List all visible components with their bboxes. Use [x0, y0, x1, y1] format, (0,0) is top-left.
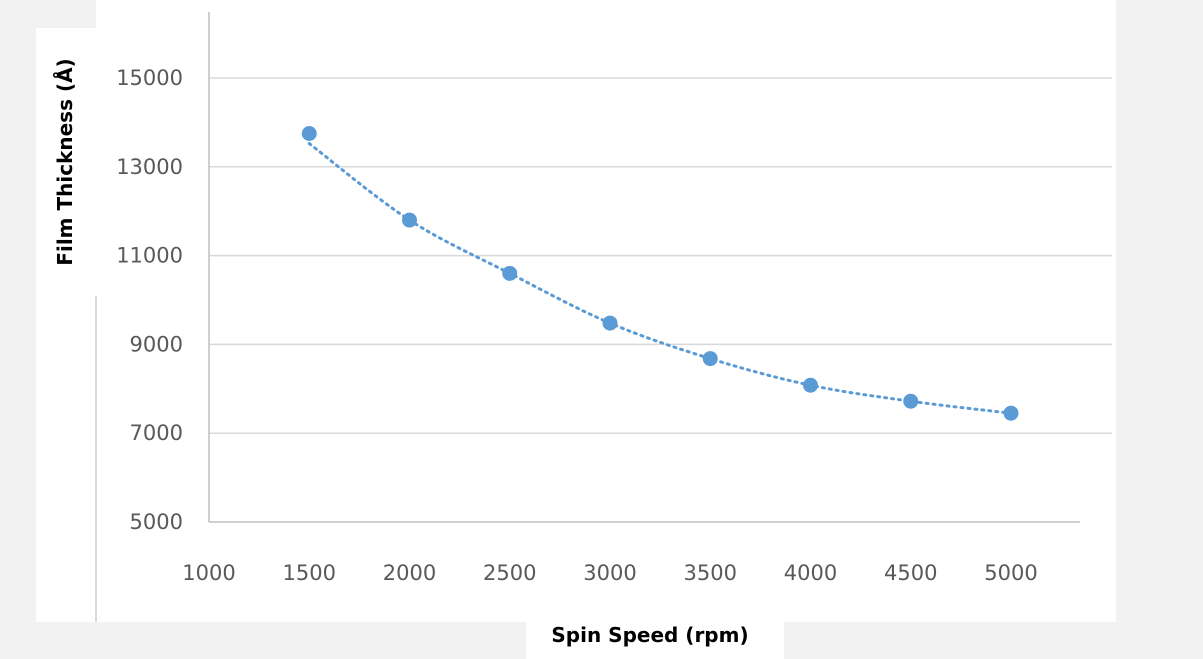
x-axis-title: Spin Speed (rpm) — [551, 623, 748, 647]
x-tick-label: 2500 — [483, 561, 536, 585]
background-panel-left — [0, 0, 36, 659]
data-points — [301, 126, 1019, 421]
x-tick-label: 1500 — [283, 561, 336, 585]
y-tick-label: 9000 — [130, 332, 183, 356]
y-axis-title: Film Thickness (Å) — [53, 58, 77, 265]
y-tick-label: 15000 — [116, 66, 183, 90]
data-point — [702, 351, 718, 367]
background-panel-top-left — [0, 0, 96, 28]
x-tick-label: 4000 — [784, 561, 837, 585]
data-point — [502, 265, 518, 281]
gridlines — [209, 77, 1112, 434]
x-tick-labels: 1000 1500 2000 2500 3000 3500 4000 4500 5000 — [182, 561, 1037, 585]
y-tick-label: 13000 — [116, 155, 183, 179]
data-point — [402, 212, 417, 228]
x-tick-label: 4500 — [884, 561, 937, 585]
x-tick-label: 5000 — [984, 561, 1037, 585]
y-tick-labels: 5000 7000 9000 11000 13000 15000 — [116, 66, 183, 534]
data-point — [803, 377, 818, 393]
x-axis-title-box — [526, 612, 784, 659]
x-tick-label: 2000 — [383, 561, 436, 585]
background-panel-right — [1116, 0, 1203, 659]
data-point — [1003, 405, 1019, 421]
data-point — [602, 315, 618, 331]
y-tick-label: 7000 — [130, 421, 183, 445]
data-point — [301, 126, 317, 141]
x-tick-label: 3000 — [583, 561, 636, 585]
y-axis-title-box — [36, 28, 96, 296]
data-point — [903, 393, 919, 409]
y-tick-label: 11000 — [116, 244, 183, 268]
x-tick-label: 1000 — [182, 561, 235, 585]
x-tick-label: 3500 — [684, 561, 737, 585]
trendline — [307, 142, 1013, 415]
y-tick-label: 5000 — [130, 510, 183, 534]
